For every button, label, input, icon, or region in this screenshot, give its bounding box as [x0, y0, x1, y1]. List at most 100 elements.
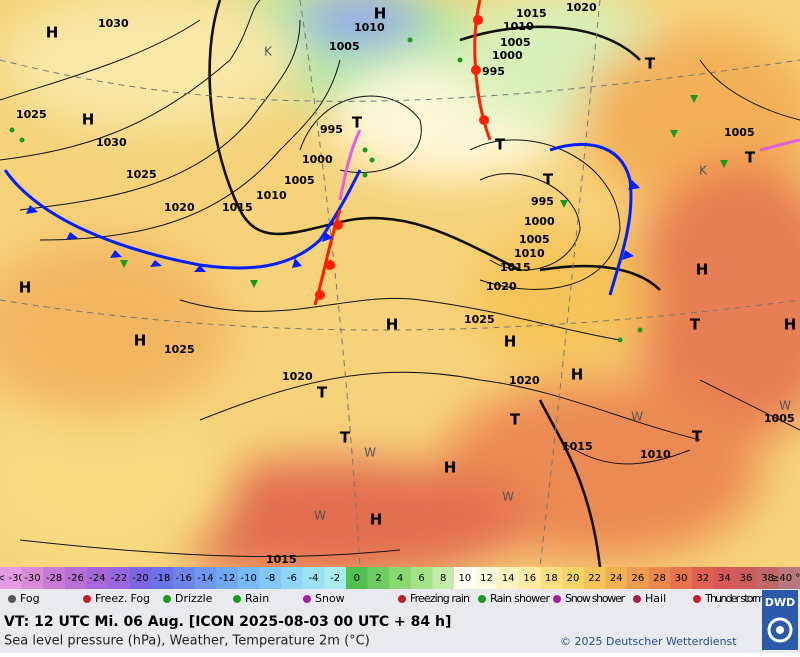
pressure-center: T [352, 114, 363, 132]
pressure-center: T [543, 171, 554, 189]
scale-cell [151, 567, 174, 589]
scale-label: -14 [197, 573, 213, 584]
scale-cell [518, 567, 542, 589]
pressure-label: 1020 [282, 370, 313, 383]
graticule [0, 0, 800, 568]
scale-label: 10 [458, 573, 471, 584]
pressure-label: 1010 [503, 20, 534, 33]
pressure-label: 1010 [256, 189, 287, 202]
scale-label: -24 [89, 573, 105, 584]
pressure-center: H [784, 316, 797, 334]
pressure-label: 1020 [486, 280, 517, 293]
weather-icon [163, 595, 171, 603]
pressure-center: T [690, 316, 701, 334]
pressure-center: T [645, 55, 656, 73]
scale-label: -22 [111, 573, 127, 584]
scale-cell [216, 567, 239, 589]
pressure-center: H [571, 366, 584, 384]
scale-cell [0, 567, 23, 589]
pressure-label: 1005 [764, 412, 795, 425]
pressure-center: W [779, 399, 791, 413]
pressure-label: 1020 [509, 374, 540, 387]
scale-cell [108, 567, 131, 589]
scale-cell [345, 567, 369, 589]
scale-label: 6 [418, 573, 424, 584]
scale-label: 16 [523, 573, 536, 584]
pressure-center: H [82, 111, 95, 129]
copyright: © 2025 Deutscher Wetterdienst [560, 635, 737, 648]
scale-label: -10 [240, 573, 256, 584]
pressure-label: 1025 [126, 168, 157, 181]
scale-label: -6 [287, 573, 297, 584]
scale-label: -26 [68, 573, 84, 584]
weather-label: Fog [20, 592, 40, 605]
pressure-center: H [504, 333, 517, 351]
scale-label: 20 [567, 573, 580, 584]
dwd-logo: DWD [762, 590, 798, 650]
scale-cell [367, 567, 390, 589]
scale-label: < -30 [0, 573, 25, 584]
weather-icon [693, 595, 701, 603]
scale-cell [302, 567, 325, 589]
scale-label: 22 [588, 573, 601, 584]
scale-label: -28 [46, 573, 62, 584]
scale-cell [194, 567, 217, 589]
weather-label: Snow shower [565, 592, 625, 605]
weather-label: Freez. Fog [95, 592, 150, 605]
valid-time: VT: 12 UTC Mi. 06 Aug. [ICON 2025-08-03 … [4, 614, 451, 630]
pressure-center: H [386, 316, 399, 334]
weather-label: Rain [245, 592, 269, 605]
pressure-center: H [696, 261, 709, 279]
scale-label: 36 [740, 573, 753, 584]
scale-label: 12 [480, 573, 493, 584]
pressure-center: T [510, 411, 521, 429]
scale-cell [670, 567, 693, 589]
pressure-center: K [699, 164, 708, 178]
scale-cell [713, 567, 736, 589]
weather-icon [398, 595, 406, 603]
scale-label: -18 [154, 573, 170, 584]
scale-label: 24 [610, 573, 623, 584]
scale-cell [410, 567, 433, 589]
pressure-center: W [314, 509, 326, 523]
logo-text: DWD [765, 596, 795, 609]
pressure-label: 995 [320, 123, 343, 136]
pressure-label: 1015 [562, 440, 593, 453]
scale-cell [454, 567, 477, 589]
pressure-label: 1030 [98, 17, 129, 30]
scale-label: 18 [545, 573, 558, 584]
scale-label: 8 [440, 573, 446, 584]
pressure-label: 1020 [164, 201, 195, 214]
scale-cell [86, 567, 109, 589]
scale-label: -16 [176, 573, 192, 584]
scale-cell [497, 567, 520, 589]
pressure-label: 1005 [724, 126, 755, 139]
scale-label: 28 [653, 573, 666, 584]
pressure-label: 1015 [516, 7, 547, 20]
scale-label: 32 [696, 573, 709, 584]
scale-label: 0 [354, 573, 360, 584]
scale-label: 30 [675, 573, 688, 584]
pressure-label: 1025 [16, 108, 47, 121]
scale-cell [324, 567, 347, 589]
scale-cell [129, 567, 152, 589]
scale-cell [43, 567, 66, 589]
pressure-center: H [374, 5, 387, 23]
weather-label: Snow [315, 592, 345, 605]
scale-cell [627, 567, 650, 589]
scale-cell [172, 567, 196, 589]
scale-label: -20 [132, 573, 148, 584]
pressure-center: H [444, 459, 457, 477]
pressure-label: 1005 [284, 174, 315, 187]
scale-cell [389, 567, 412, 589]
weather-icon [83, 595, 91, 603]
pressure-label: 1000 [524, 215, 555, 228]
color-scale: < -30 -30 -28 -26 -24 -22 -20 -18 -16 -14 -12 -10 -8… [0, 567, 800, 589]
scale-cell [778, 567, 800, 589]
pressure-label: 1010 [514, 247, 545, 260]
weather-label: Freezing rain [410, 592, 470, 605]
pressure-center: H [19, 279, 32, 297]
scale-label: -8 [265, 573, 275, 584]
